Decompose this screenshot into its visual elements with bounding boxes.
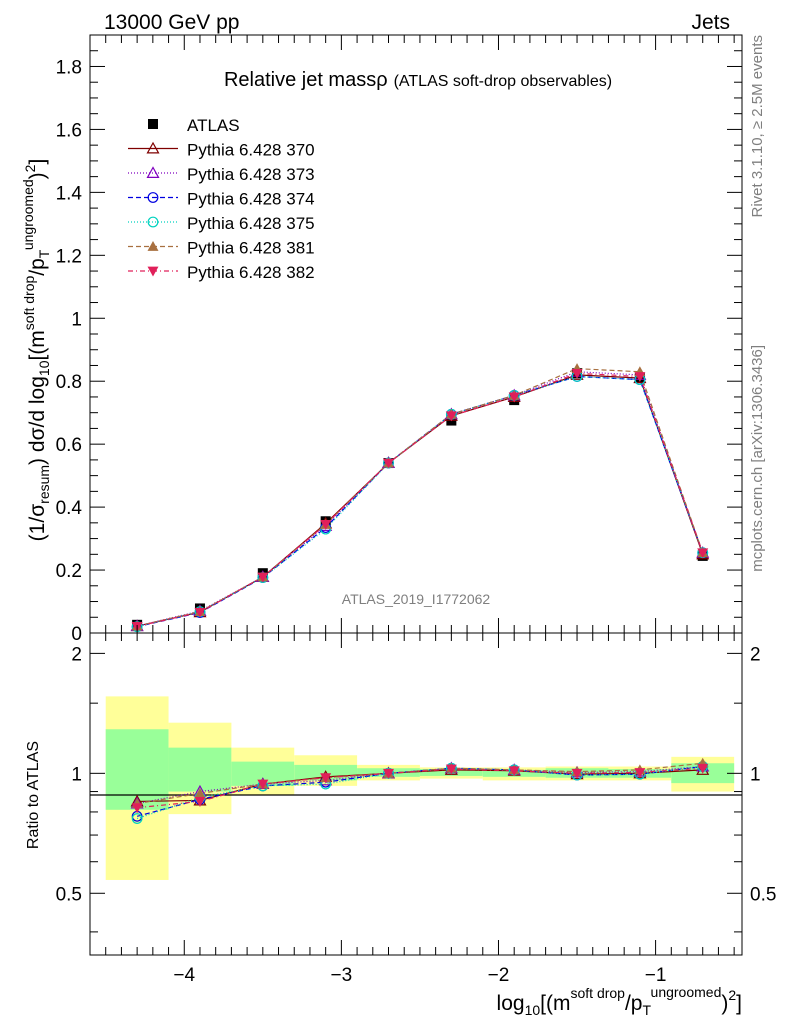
legend-marker [147, 241, 159, 251]
ratio-series-point [320, 773, 332, 784]
main-series-point [257, 572, 269, 583]
main-y-tick-label: 0.6 [56, 435, 82, 456]
main-series-point [570, 368, 584, 380]
rivet-label: Rivet 3.1.10, ≥ 2.5M events [749, 35, 766, 218]
ratio-y-tick-label: 2 [71, 644, 82, 665]
legend-marker [147, 266, 159, 277]
ratio-series-point [445, 764, 457, 775]
legend-label: Pythia 6.428 381 [187, 239, 315, 258]
legend-atlas-label: ATLAS [187, 116, 240, 135]
main-y-tick-label: 0.8 [56, 372, 82, 393]
main-y-tick-label: 1 [71, 309, 82, 330]
legend-marker [146, 141, 160, 154]
legend-marker [146, 166, 160, 178]
main-series-point [383, 458, 395, 469]
ratio-series-point [697, 763, 709, 774]
main-series-point [697, 548, 709, 559]
ratio-series-point [383, 768, 395, 779]
ratio-y-tick-label-right: 1 [750, 764, 761, 785]
ratio-y-tick-label-right: 0.5 [750, 884, 776, 905]
ratio-series-point [508, 766, 520, 777]
ratio-series-line [137, 762, 703, 805]
main-series-point [320, 520, 332, 530]
main-y-tick-label: 0.2 [56, 561, 82, 582]
main-plot-panel: 0 0.2 0.4 0.6 0.8 1 1.2 1.4 1.6 1.8 [56, 34, 743, 645]
ratio-series-point [194, 787, 206, 798]
main-y-tick-label: 1.6 [56, 120, 82, 141]
x-tick-label: −2 [488, 965, 510, 986]
legend-marker [147, 216, 159, 228]
main-series-line [136, 371, 704, 627]
legend-atlas-marker [148, 119, 158, 129]
x-axis-label: log10[(msoft drop/pTungroomed)2] [497, 984, 742, 1018]
main-y-axis-label: (1/σresum) dσ/d log10[(msoft drop/pTungr… [20, 159, 52, 542]
main-series-point [445, 411, 457, 422]
main-series-line [137, 372, 704, 627]
ratio-series-point [634, 768, 646, 778]
legend-label: Pythia 6.428 375 [187, 214, 315, 233]
ratio-inner-band [168, 747, 232, 792]
ratio-y-tick-label-right: 2 [750, 644, 761, 665]
chart-title-sub: (ATLAS soft-drop observables) [394, 73, 612, 90]
main-y-tick-label: 0.4 [56, 498, 83, 519]
main-series-line [136, 375, 704, 628]
main-y-tick-label: 0 [71, 624, 82, 645]
x-tick-label: −4 [173, 965, 195, 986]
main-series-point [194, 607, 206, 618]
main-series-point [634, 372, 646, 382]
main-y-tick-label: 1.4 [56, 183, 83, 204]
main-series-point [571, 368, 583, 379]
legend-label: Pythia 6.428 373 [187, 165, 315, 184]
legend-label: Pythia 6.428 370 [187, 141, 315, 160]
ratio-series-layer [130, 757, 710, 824]
legend-label: Pythia 6.428 374 [187, 190, 315, 209]
site-label: mcplots.cern.ch [arXiv:1306.3436] [749, 345, 766, 572]
main-series-point [633, 371, 647, 384]
main-series-line [137, 374, 704, 627]
ratio-series-point [571, 768, 583, 779]
ratio-series-point [131, 813, 143, 824]
ratio-plot-panel: 0.5 0.5 1 1 2 2 −4 −3 −2 −1 [56, 632, 776, 986]
ratio-y-tick-label: 1 [71, 764, 82, 785]
ratio-series-point [131, 803, 143, 814]
ratio-y-ticks: 0.5 0.5 1 1 2 2 [56, 644, 776, 933]
main-series-layer [130, 363, 710, 633]
main-y-tick-label: 1.8 [56, 57, 82, 78]
main-y-ticks: 0 0.2 0.4 0.6 0.8 1 1.2 1.4 1.6 1.8 [56, 50, 742, 645]
chart-title-main: Relative jet massρ [224, 69, 388, 91]
ratio-y-tick-label: 0.5 [56, 884, 82, 905]
main-y-tick-label: 1.2 [56, 246, 82, 267]
legend: ATLAS Pythia 6.428 370 Pythia 6.428 373 Pyt… [128, 116, 315, 282]
main-series-line [136, 368, 704, 627]
ratio-frame [89, 632, 743, 956]
legend-label: Pythia 6.428 382 [187, 263, 315, 282]
main-series-point [508, 392, 520, 403]
ratio-y-axis-label: Ratio to ATLAS [25, 741, 42, 849]
x-tick-label: −3 [331, 965, 353, 986]
main-series-line [137, 375, 704, 628]
x-tick-label: −1 [645, 965, 667, 986]
ratio-series-point [696, 763, 710, 775]
header-left: 13000 GeV pp [104, 11, 239, 34]
analysis-id: ATLAS_2019_I1772062 [342, 591, 491, 607]
ratio-x-ticks: −4 −3 −2 −1 [105, 633, 735, 986]
ratio-series-point [194, 797, 206, 807]
main-x-ticks [105, 35, 735, 633]
chart-title: Relative jet massρ (ATLAS soft-drop obser… [224, 69, 612, 91]
legend-marker [147, 192, 159, 203]
ratio-series-point [257, 779, 269, 790]
header-right: Jets [691, 11, 730, 34]
